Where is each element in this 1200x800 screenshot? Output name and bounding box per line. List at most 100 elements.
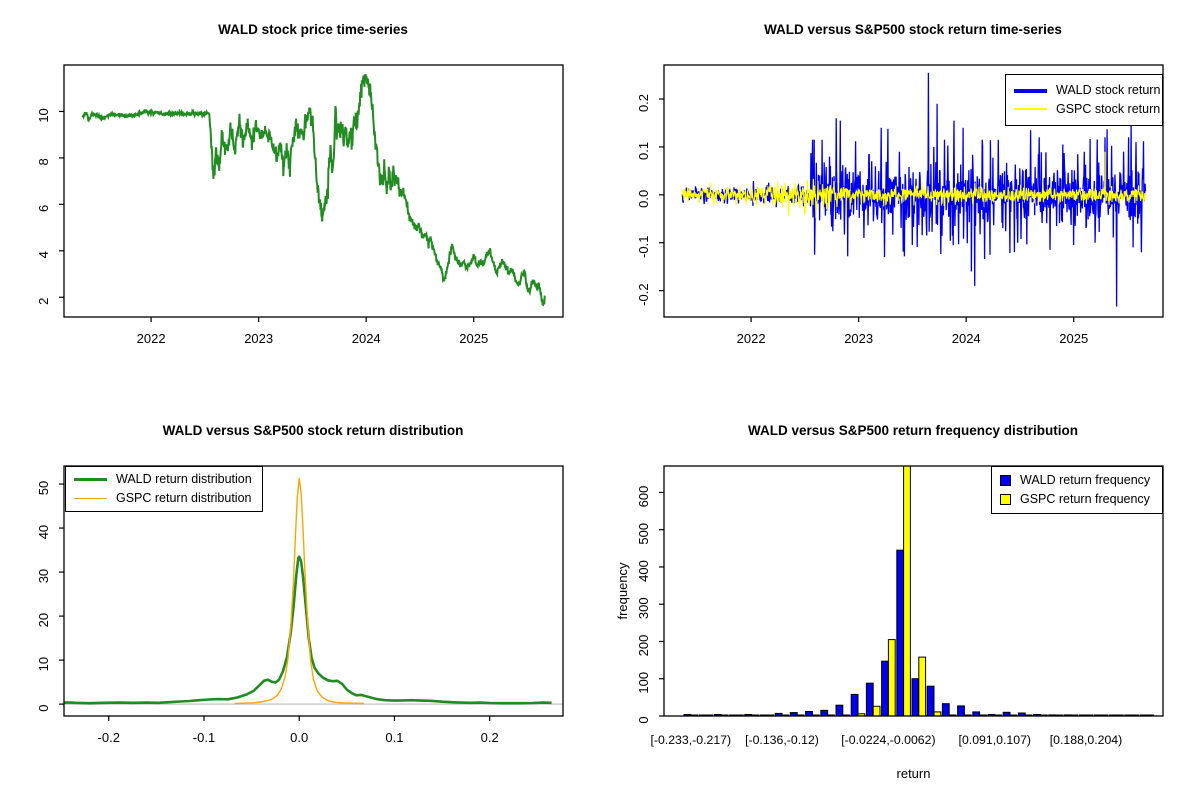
svg-text:300: 300 — [636, 597, 651, 619]
svg-text:-0.1: -0.1 — [193, 730, 215, 745]
wald-freq-bar-14 — [896, 549, 905, 716]
gspc-freq-bar-14 — [903, 466, 911, 716]
wald-freq-bar-15 — [911, 678, 920, 716]
wald-freq-bar-11 — [850, 693, 859, 716]
gspc-frequency-legend-label: GSPC return frequency — [1020, 491, 1150, 506]
panel-3: 0 100 200 300 400 500 600 [-0.233,-0.217) [-0.13… — [615, 465, 1164, 781]
svg-text:2023: 2023 — [844, 331, 873, 346]
plot-frame — [663, 64, 1164, 318]
svg-text:40: 40 — [36, 525, 51, 539]
svg-text:-0.2: -0.2 — [636, 283, 651, 305]
svg-text:[0.091,0.107): [0.091,0.107) — [959, 733, 1031, 747]
svg-text:[-0.136,-0.12): [-0.136,-0.12) — [745, 733, 819, 747]
wald-price-line — [81, 74, 546, 307]
density-legend-wald-row: WALD return distribution — [74, 472, 254, 488]
gspc-density-curve — [234, 477, 365, 705]
svg-text:-0.2: -0.2 — [98, 730, 120, 745]
plot-frame — [63, 64, 564, 318]
svg-text:0.2: 0.2 — [636, 94, 651, 112]
svg-text:-0.1: -0.1 — [636, 236, 651, 258]
wald-freq-bar-19 — [972, 711, 981, 716]
svg-text:0.0: 0.0 — [636, 190, 651, 208]
svg-text:4: 4 — [36, 251, 51, 258]
gspc-return-legend-label: GSPC stock return — [1056, 101, 1161, 116]
wald-freq-bar-16 — [926, 685, 935, 716]
gspc-return-line — [681, 151, 1146, 219]
svg-text:400: 400 — [636, 560, 651, 582]
histogram-legend: WALD return frequency GSPC return freque… — [991, 466, 1163, 514]
svg-text:[0.188,0.204): [0.188,0.204) — [1050, 733, 1122, 747]
svg-text:50: 50 — [36, 481, 51, 495]
svg-text:20: 20 — [36, 613, 51, 627]
svg-text:500: 500 — [636, 523, 651, 545]
gspc-return-line-swatch — [1014, 108, 1047, 111]
wald-return-legend-label: WALD stock return — [1056, 82, 1161, 97]
svg-text:8: 8 — [36, 158, 51, 165]
price-chart-title: WALD stock price time-series — [218, 22, 408, 37]
gspc-density-line-swatch — [74, 497, 107, 500]
plot-frame — [663, 465, 1164, 717]
svg-text:0.1: 0.1 — [636, 142, 651, 160]
panel-0-plot-area — [81, 74, 546, 307]
histogram-chart-title: WALD versus S&P500 return frequency dist… — [747, 423, 1079, 438]
panel-1: 2022 2023 2024 2025 -0.2 -0.1 0.0 0.1 0.2 — [636, 64, 1164, 346]
svg-text:100: 100 — [636, 672, 651, 694]
wald-freq-bar-12 — [865, 682, 874, 716]
svg-text:2024: 2024 — [952, 331, 981, 346]
wald-density-line-swatch — [74, 477, 107, 482]
gspc-density-legend-label: GSPC return distribution — [116, 490, 252, 505]
wald-return-line-swatch — [1014, 88, 1047, 93]
svg-text:[-0.0224,-0.0062): [-0.0224,-0.0062) — [841, 733, 935, 747]
density-legend: WALD return distribution GSPC return dis… — [65, 466, 263, 512]
svg-text:6: 6 — [36, 205, 51, 212]
wald-freq-bar-13 — [881, 660, 889, 716]
wald-density-legend-label: WALD return distribution — [116, 471, 252, 486]
density-chart-title: WALD versus S&P500 stock return distribu… — [162, 423, 464, 438]
svg-text:2025: 2025 — [1059, 331, 1088, 346]
svg-text:frequency: frequency — [615, 562, 630, 620]
svg-text:10: 10 — [36, 657, 51, 671]
gspc-freq-bar-13 — [887, 639, 896, 716]
svg-text:2022: 2022 — [137, 331, 166, 346]
returns-legend: WALD stock return GSPC stock return — [1005, 74, 1163, 126]
svg-text:0: 0 — [36, 704, 51, 711]
wald-freq-bar-18 — [957, 705, 965, 716]
panel-1-plot-area — [681, 72, 1147, 307]
svg-text:2: 2 — [36, 298, 51, 305]
gspc-freq-bar-12 — [872, 705, 881, 716]
svg-text:30: 30 — [36, 569, 51, 583]
svg-text:200: 200 — [636, 635, 651, 657]
panel-2-plot-area — [64, 477, 563, 705]
wald-freq-bar-9 — [820, 709, 829, 716]
panel-0: 2022 2023 2024 2025 2 4 6 8 10 — [36, 64, 564, 346]
wald-freq-bar-17 — [941, 703, 950, 716]
svg-text:[-0.233,-0.217): [-0.233,-0.217) — [650, 733, 731, 747]
svg-text:2024: 2024 — [352, 331, 381, 346]
svg-text:10: 10 — [36, 108, 51, 122]
svg-text:2023: 2023 — [244, 331, 273, 346]
wald-frequency-swatch — [1000, 475, 1011, 487]
svg-text:600: 600 — [636, 486, 651, 508]
wald-density-curve — [64, 555, 552, 705]
panel-2: -0.2 -0.1 0.0 0.1 0.2 0 10 20 30 40 50 — [36, 465, 564, 745]
wald-freq-bar-8 — [805, 711, 813, 716]
gspc-freq-bar-15 — [918, 656, 927, 716]
returns-legend-gspc-row: GSPC stock return — [1014, 102, 1160, 118]
svg-text:0: 0 — [636, 716, 651, 723]
svg-text:0.1: 0.1 — [385, 730, 403, 745]
svg-text:2025: 2025 — [459, 331, 488, 346]
svg-text:0.2: 0.2 — [481, 730, 499, 745]
wald-frequency-legend-label: WALD return frequency — [1020, 472, 1151, 487]
wald-freq-bar-10 — [835, 704, 844, 716]
returns-chart-title: WALD versus S&P500 stock return time-ser… — [764, 22, 1062, 37]
svg-text:return: return — [897, 766, 931, 781]
plot-frame — [63, 465, 564, 717]
gspc-freq-bar-16 — [933, 711, 942, 716]
gspc-frequency-swatch — [1000, 493, 1011, 505]
svg-text:2022: 2022 — [737, 331, 766, 346]
density-legend-gspc-row: GSPC return distribution — [74, 491, 254, 507]
histogram-legend-wald-row: WALD return frequency — [1000, 473, 1154, 489]
returns-legend-wald-row: WALD stock return — [1014, 83, 1160, 99]
